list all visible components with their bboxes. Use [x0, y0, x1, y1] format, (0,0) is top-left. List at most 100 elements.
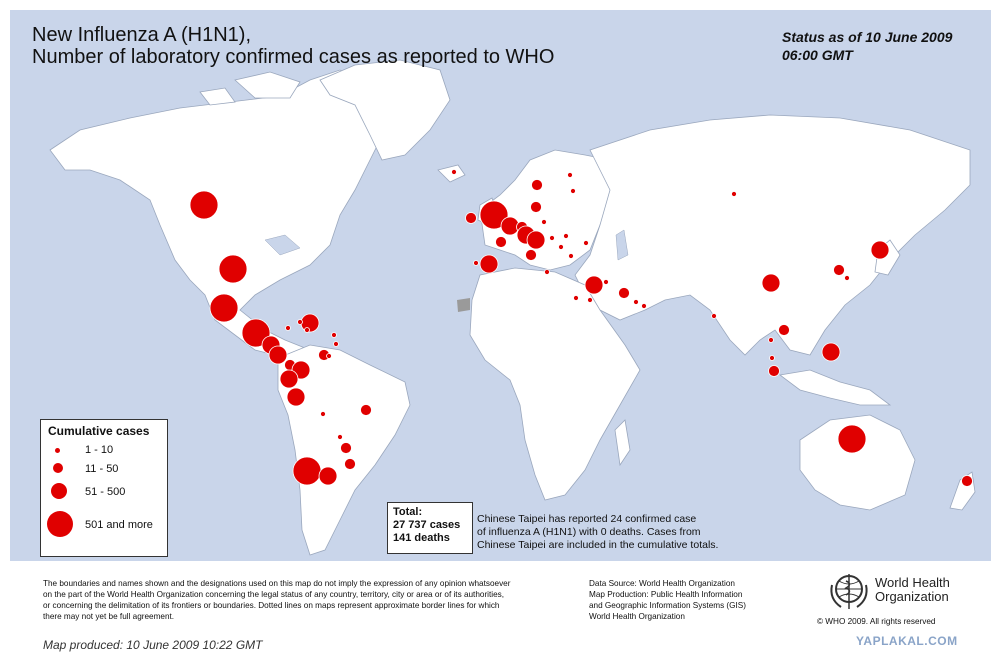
case-marker-small: [833, 264, 845, 276]
status-time: 06:00 GMT: [782, 47, 853, 63]
case-marker-small: [531, 179, 543, 191]
legend: Cumulative cases 1 - 10 11 - 50 51 - 500…: [40, 419, 168, 557]
north-america-land: [49, 69, 391, 361]
total-deaths: 141 deaths: [393, 532, 450, 544]
case-marker-medium: [286, 387, 306, 407]
case-marker-smallest: [570, 188, 576, 194]
case-marker-smallest: [549, 235, 555, 241]
who-emblem-icon: [830, 574, 868, 609]
case-marker-small: [618, 287, 630, 299]
legend-item-small: 11 - 50: [41, 461, 167, 491]
case-marker-smallest: [568, 253, 574, 259]
arctic-islands-land: [199, 71, 301, 106]
case-marker-small: [961, 475, 973, 487]
legend-marker-medium: [51, 483, 67, 499]
title-line-2: Number of laboratory confirmed cases as …: [32, 46, 555, 68]
legend-item-large: 501 and more: [41, 510, 167, 540]
sources-line-3: and Geographic Information Systems (GIS): [589, 601, 746, 610]
legend-label-large: 501 and more: [85, 519, 153, 531]
legend-label-small: 11 - 50: [85, 463, 119, 475]
case-marker-small: [360, 404, 372, 416]
who-name: World Health Organization: [875, 576, 950, 604]
note-line-1: Chinese Taipei has reported 24 confirmed…: [477, 513, 697, 525]
case-marker-smallest: [320, 411, 326, 417]
data-sources: Data Source: World Health Organization M…: [589, 578, 746, 622]
disclaimer-line-3: or concerning the delimitation of its fr…: [43, 601, 500, 610]
case-marker-small: [340, 442, 352, 454]
case-marker-smallest: [633, 299, 639, 305]
iceland-land: [437, 164, 466, 183]
total-box: Total: 27 737 cases 141 deaths: [387, 502, 473, 554]
case-marker-small: [778, 324, 790, 336]
case-marker-medium: [761, 273, 781, 293]
who-name-line-2: Organization: [875, 589, 949, 604]
case-marker-medium: [268, 345, 288, 365]
greenland-land: [319, 59, 451, 161]
legend-marker-small: [53, 463, 63, 473]
case-marker-smallest: [844, 275, 850, 281]
status-date: Status as of 10 June 2009: [782, 29, 953, 45]
case-marker-small: [465, 212, 477, 224]
legend-label-smallest: 1 - 10: [85, 444, 114, 456]
copyright: © WHO 2009. All rights reserved: [817, 617, 936, 626]
legend-marker-large: [47, 511, 73, 537]
sources-line-4: World Health Organization: [589, 612, 685, 621]
case-marker-smallest: [768, 337, 774, 343]
disputed-area: [457, 298, 470, 312]
case-marker-smallest: [769, 355, 775, 361]
case-marker-smallest: [331, 332, 337, 338]
case-marker-smallest: [731, 191, 737, 197]
sources-line-2: Map Production: Public Health Informatio…: [589, 590, 743, 599]
case-marker-medium: [279, 369, 299, 389]
case-marker-medium: [584, 275, 604, 295]
case-marker-small: [768, 365, 780, 377]
case-marker-smallest: [587, 297, 593, 303]
case-marker-large: [292, 456, 322, 486]
case-marker-smallest: [567, 172, 573, 178]
caspian-sea-water: [615, 229, 629, 261]
chinese-taipei-note: Chinese Taipei has reported 24 confirmed…: [477, 513, 742, 552]
case-marker-smallest: [641, 303, 647, 309]
case-marker-large: [241, 318, 271, 348]
total-cases: 27 737 cases: [393, 519, 461, 531]
sources-line-1: Data Source: World Health Organization: [589, 579, 735, 588]
legend-label-medium: 51 - 500: [85, 486, 126, 498]
case-marker-smallest: [573, 295, 579, 301]
legend-title: Cumulative cases: [48, 424, 150, 438]
total-heading: Total:: [393, 506, 423, 518]
case-marker-smallest: [473, 260, 479, 266]
case-marker-smallest: [558, 244, 564, 250]
disclaimer: The boundaries and names shown and the d…: [43, 578, 588, 622]
madagascar-land: [614, 419, 631, 467]
legend-item-smallest: 1 - 10: [41, 442, 167, 472]
case-marker-large: [479, 200, 509, 230]
title-line-1: New Influenza A (H1N1),: [32, 24, 251, 46]
map-title: New Influenza A (H1N1), Number of labora…: [32, 24, 554, 68]
case-marker-smallest: [711, 313, 717, 319]
case-markers: [189, 169, 973, 487]
map-frame: New Influenza A (H1N1), Number of labora…: [10, 10, 991, 561]
world-map: [49, 59, 976, 556]
great-lakes-water: [264, 234, 301, 256]
case-marker-medium: [479, 254, 499, 274]
legend-marker-smallest: [55, 448, 60, 453]
case-marker-medium: [300, 313, 320, 333]
case-marker-smallest: [563, 233, 569, 239]
australia-land: [799, 414, 916, 511]
case-marker-small: [525, 249, 537, 261]
case-marker-smallest: [333, 341, 339, 347]
map-produced-date: Map produced: 10 June 2009 10:22 GMT: [43, 638, 263, 652]
case-marker-smallest: [541, 219, 547, 225]
case-marker-large: [209, 293, 239, 323]
case-marker-medium: [821, 342, 841, 362]
case-marker-smallest: [297, 319, 303, 325]
case-marker-smallest: [285, 325, 291, 331]
southeast-asia-islands-land: [779, 369, 892, 406]
case-marker-large: [837, 424, 867, 454]
disclaimer-line-2: on the part of the World Health Organiza…: [43, 590, 505, 599]
case-marker-smallest: [544, 269, 550, 275]
case-marker-large: [189, 190, 219, 220]
case-marker-small: [495, 236, 507, 248]
case-marker-medium: [526, 230, 546, 250]
note-line-2: of influenza A (H1N1) with 0 deaths. Cas…: [477, 526, 701, 538]
